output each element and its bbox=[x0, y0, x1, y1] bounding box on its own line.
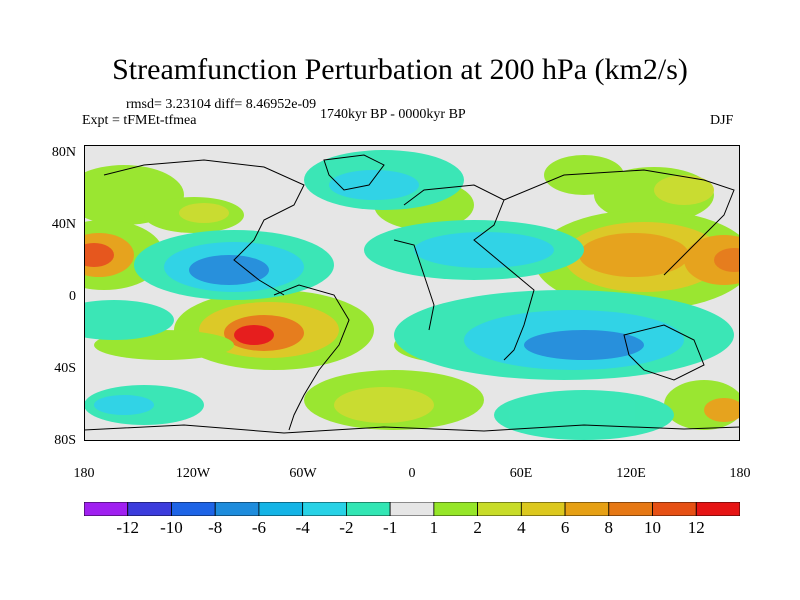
colorbar-label: -1 bbox=[383, 518, 398, 537]
lat-tick-label: 80S bbox=[54, 433, 76, 448]
lat-tick-label: 40N bbox=[51, 217, 76, 232]
lon-tick-label: 120E bbox=[616, 466, 646, 481]
coastlines bbox=[84, 154, 740, 434]
colorbar-swatch bbox=[302, 502, 347, 516]
colorbar-label: -8 bbox=[208, 518, 223, 537]
colorbar-swatch bbox=[345, 502, 391, 516]
lat-tick-label: 0 bbox=[69, 289, 76, 304]
lon-tick-label: 180 bbox=[73, 466, 95, 481]
colorbar-swatch bbox=[564, 502, 610, 516]
colorbar bbox=[84, 502, 740, 516]
colorbar-swatch bbox=[84, 502, 129, 516]
colorbar-swatch bbox=[127, 502, 172, 516]
lon-tick-label: 60E bbox=[509, 466, 533, 481]
lon-tick-label: 180 bbox=[729, 466, 751, 481]
colorbar-swatch bbox=[389, 502, 435, 516]
lat-tick-label: 80N bbox=[51, 145, 76, 160]
colorbar-label: -10 bbox=[160, 518, 183, 537]
map-border bbox=[84, 145, 740, 441]
colorbar-label: 1 bbox=[429, 518, 439, 537]
season-label: DJF bbox=[710, 113, 734, 128]
colorbar-swatch bbox=[258, 502, 304, 516]
colorbar-swatch bbox=[214, 502, 260, 516]
colorbar-label: 8 bbox=[604, 518, 614, 537]
colorbar-swatch bbox=[652, 502, 697, 516]
colorbar-label: -2 bbox=[339, 518, 354, 537]
lon-tick-label: 60W bbox=[289, 466, 317, 481]
colorbar-swatch bbox=[520, 502, 566, 516]
lon-tick-label: 120W bbox=[175, 466, 211, 481]
experiment-label: Expt = tFMEt-tfmea bbox=[82, 113, 197, 128]
period-label: 1740kyr BP - 0000kyr BP bbox=[320, 107, 466, 122]
lat-tick-label: 40S bbox=[54, 361, 76, 376]
streamfunction-map bbox=[84, 145, 740, 441]
colorbar-label: -6 bbox=[251, 518, 266, 537]
streamfunction-contours bbox=[84, 150, 740, 440]
colorbar-swatch bbox=[695, 502, 740, 516]
colorbar-label: 12 bbox=[687, 518, 705, 537]
colorbar-swatch bbox=[433, 502, 479, 516]
map-title: Streamfunction Perturbation at 200 hPa (… bbox=[112, 53, 688, 86]
colorbar-swatch bbox=[171, 502, 216, 516]
lon-tick-label: 0 bbox=[408, 466, 416, 481]
colorbar-label: -4 bbox=[295, 518, 310, 537]
colorbar-label: 2 bbox=[473, 518, 482, 537]
colorbar-label: 6 bbox=[560, 518, 570, 537]
colorbar-label: -12 bbox=[116, 518, 140, 537]
colorbar-swatch bbox=[477, 502, 522, 516]
stats-text: rmsd= 3.23104 diff= 8.46952e-09 bbox=[126, 97, 317, 112]
colorbar-swatch bbox=[608, 502, 653, 516]
colorbar-label: 4 bbox=[517, 518, 526, 537]
colorbar-label: 10 bbox=[644, 518, 662, 537]
